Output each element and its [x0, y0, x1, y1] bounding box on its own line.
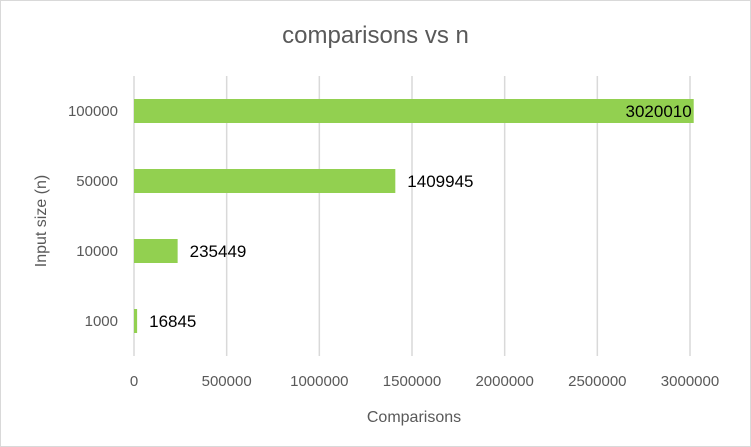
x-tick-label: 500000: [202, 373, 252, 390]
x-tick-label: 0: [130, 373, 138, 390]
y-tick-label: 1000: [85, 313, 118, 330]
x-tick-label: 2000000: [475, 373, 533, 390]
bar: [134, 169, 396, 193]
y-tick-label: 50000: [76, 173, 118, 190]
x-tick-label: 2500000: [568, 373, 626, 390]
bar: [134, 99, 694, 123]
bar: [134, 239, 178, 263]
x-axis-title: Comparisons: [366, 409, 462, 426]
data-label: 3020010: [626, 102, 692, 121]
data-label: 1409945: [407, 172, 473, 191]
x-tick-label: 1000000: [290, 373, 348, 390]
data-label: 16845: [149, 312, 196, 331]
x-tick-label: 3000000: [661, 373, 719, 390]
x-tick-label: 1500000: [383, 373, 441, 390]
y-tick-label: 100000: [68, 103, 118, 120]
data-label: 235449: [190, 242, 247, 261]
bar: [134, 309, 138, 333]
y-tick-label: 10000: [76, 243, 118, 260]
chart-title: comparisons vs n: [282, 22, 469, 49]
